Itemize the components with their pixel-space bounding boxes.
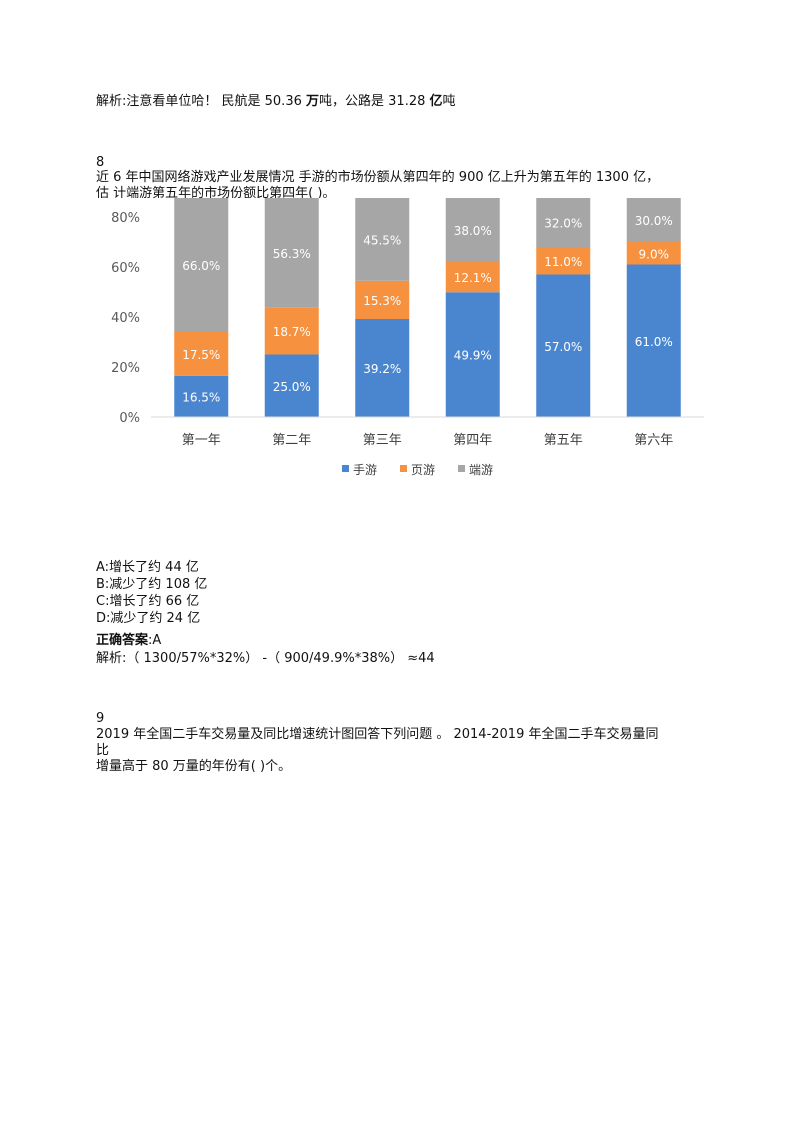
bar-segment-端游	[536, 198, 591, 247]
data-label: 9.0%	[639, 247, 670, 261]
bar-segment-手游	[626, 264, 681, 417]
bar-segment-手游	[355, 319, 410, 417]
y-tick-label: 40%	[111, 311, 140, 326]
question-9-number: 9	[96, 711, 105, 726]
data-label: 61.0%	[635, 335, 673, 349]
x-category-label: 第一年	[182, 433, 221, 448]
bar-segment-页游	[536, 247, 591, 275]
bar-segment-手游	[264, 354, 319, 417]
x-category-label: 第四年	[453, 433, 492, 448]
unit-yi: 亿	[429, 94, 443, 109]
option-d[interactable]: D:减少了约 24 亿	[96, 611, 201, 626]
data-label: 38.0%	[454, 224, 492, 238]
data-label: 18.7%	[273, 325, 311, 339]
bar-segment-端游	[355, 198, 410, 281]
correct-answer-label: 正确答案	[96, 633, 149, 648]
legend-label: 手游	[353, 463, 377, 477]
legend-swatch	[400, 465, 407, 472]
data-label: 11.0%	[544, 255, 582, 269]
question-8-number: 8	[96, 155, 105, 170]
bar-segment-端游	[264, 198, 319, 308]
bar-segment-端游	[626, 198, 681, 242]
data-label: 32.0%	[544, 217, 582, 231]
data-label: 17.5%	[182, 348, 220, 362]
question-9-stem-line2: 比	[96, 743, 110, 758]
data-label: 56.3%	[273, 247, 311, 261]
stacked-bar-chart: 0% 20% 40% 60% 80% 16.5% 17.5% 66.0% 25.0% 18.7%…	[96, 198, 704, 490]
legend-label: 端游	[469, 463, 493, 477]
data-label: 39.2%	[363, 362, 401, 376]
question-8-stem-line2: 估 计端游第五年的市场份额比第四年( )。	[96, 186, 336, 201]
bar-segment-端游	[174, 198, 229, 332]
data-label: 66.0%	[182, 259, 220, 273]
previous-analysis: 解析:注意看单位哈！ 民航是 50.36 万吨，公路是 31.28 亿吨	[96, 93, 456, 110]
question-9-stem-line3: 增量高于 80 万量的年份有( )个。	[96, 759, 292, 774]
bar-segment-手游	[445, 292, 500, 417]
option-c[interactable]: C:增长了约 66 亿	[96, 594, 200, 609]
unit-wan: 万	[306, 94, 320, 109]
correct-answer-value: :A	[148, 633, 162, 648]
x-category-label: 第三年	[363, 433, 402, 448]
previous-analysis-text: 解析:注意看单位哈！ 民航是 50.36	[96, 94, 306, 109]
legend-label: 页游	[411, 463, 435, 477]
bar-segment-页游	[264, 307, 319, 355]
y-tick-label: 60%	[111, 261, 140, 276]
legend-swatch	[342, 465, 349, 472]
x-category-label: 第二年	[272, 433, 311, 448]
data-label: 49.9%	[454, 349, 492, 363]
data-label: 25.0%	[273, 380, 311, 394]
question-8-analysis: 解析:（ 1300/57%*32%） -（ 900/49.9%*38%） ≈44	[96, 651, 435, 666]
previous-analysis-mid: 吨，公路是 31.28	[319, 94, 430, 109]
option-b[interactable]: B:减少了约 108 亿	[96, 577, 208, 592]
bar-segment-手游	[536, 274, 591, 417]
option-a[interactable]: A:增长了约 44 亿	[96, 560, 199, 575]
data-label: 15.3%	[363, 294, 401, 308]
bar-segment-页游	[626, 242, 681, 265]
question-9-stem-line1: 2019 年全国二手车交易量及同比增速统计图回答下列问题 。 2014-2019…	[96, 727, 659, 742]
bar-segment-页游	[355, 280, 410, 319]
y-tick-label: 80%	[111, 211, 140, 226]
data-label: 57.0%	[544, 340, 582, 354]
data-label: 45.5%	[363, 233, 401, 247]
data-label: 12.1%	[454, 271, 492, 285]
data-label: 30.0%	[635, 214, 673, 228]
previous-analysis-suffix: 吨	[442, 94, 456, 109]
bar-segment-端游	[445, 198, 500, 262]
x-category-label: 第六年	[634, 433, 673, 448]
data-label: 16.5%	[182, 390, 220, 404]
legend-swatch	[458, 465, 465, 472]
y-tick-label: 20%	[111, 361, 140, 376]
bar-segment-手游	[174, 375, 229, 417]
question-8-stem-line1: 近 6 年中国网络游戏产业发展情况 手游的市场份额从第四年的 900 亿上升为第…	[96, 170, 660, 185]
bar-segment-页游	[174, 332, 229, 376]
y-tick-label: 0%	[119, 411, 140, 426]
x-category-label: 第五年	[544, 433, 583, 448]
bar-segment-页游	[445, 262, 500, 293]
correct-answer: 正确答案:A	[96, 632, 161, 649]
